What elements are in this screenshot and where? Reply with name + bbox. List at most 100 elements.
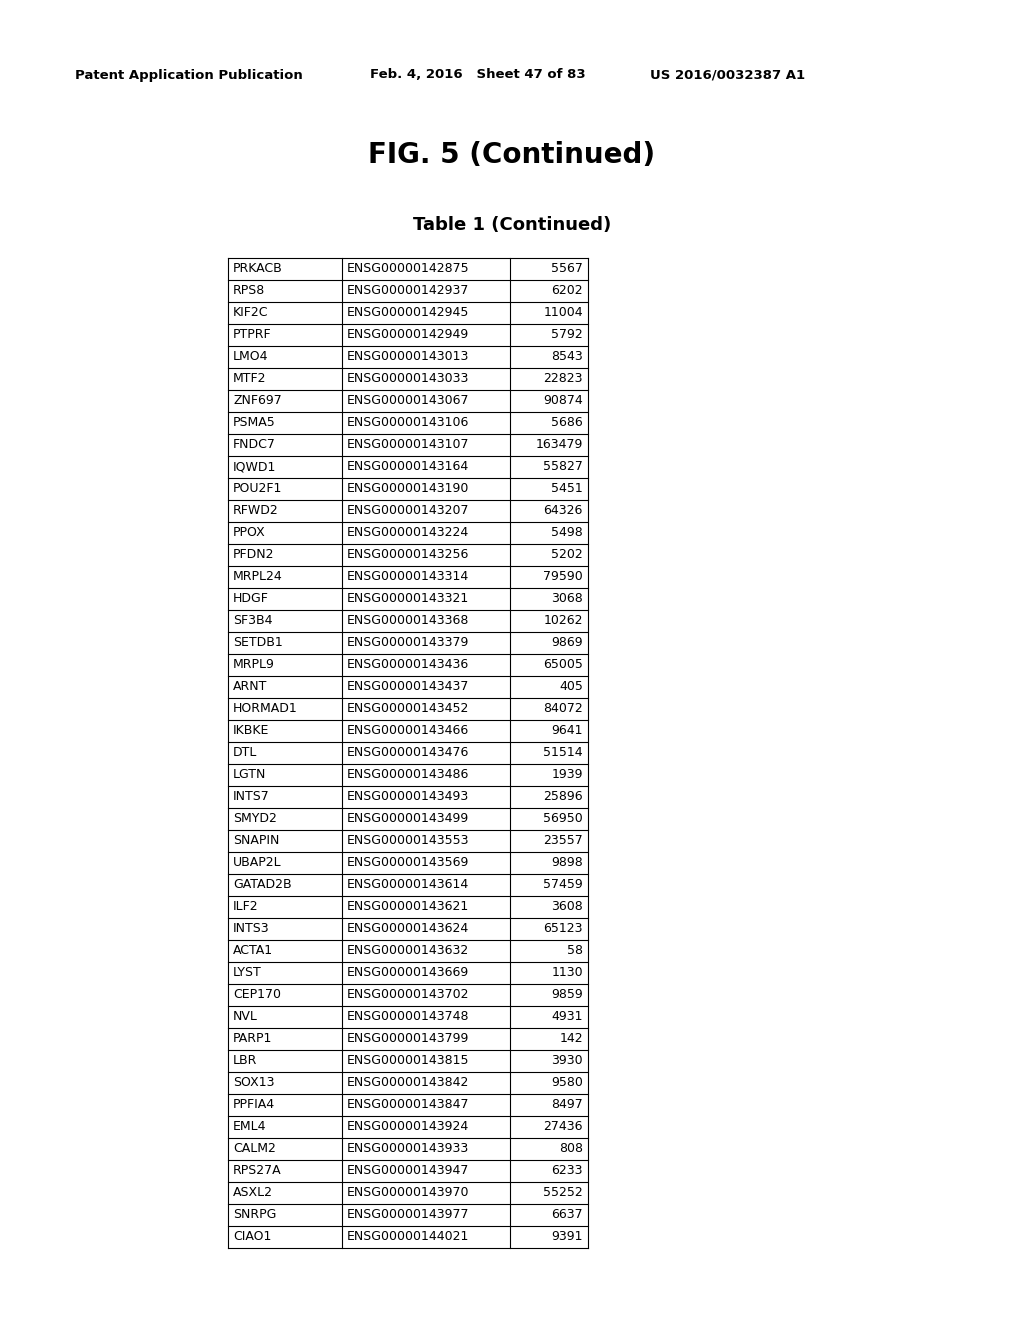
- Text: 5792: 5792: [551, 329, 583, 342]
- Text: ILF2: ILF2: [233, 900, 259, 913]
- Text: ARNT: ARNT: [233, 681, 267, 693]
- Text: ENSG00000143970: ENSG00000143970: [347, 1187, 469, 1200]
- Text: 5451: 5451: [551, 483, 583, 495]
- Text: MRPL24: MRPL24: [233, 570, 283, 583]
- Text: SNAPIN: SNAPIN: [233, 834, 280, 847]
- Text: 84072: 84072: [544, 702, 583, 715]
- Text: MTF2: MTF2: [233, 372, 266, 385]
- Text: 58: 58: [567, 945, 583, 957]
- Text: 23557: 23557: [544, 834, 583, 847]
- Text: 3930: 3930: [551, 1055, 583, 1068]
- Text: 6637: 6637: [551, 1209, 583, 1221]
- Text: 5498: 5498: [551, 527, 583, 540]
- Text: 65123: 65123: [544, 923, 583, 936]
- Text: ENSG00000143106: ENSG00000143106: [347, 417, 469, 429]
- Text: 51514: 51514: [544, 747, 583, 759]
- Text: PTPRF: PTPRF: [233, 329, 271, 342]
- Text: 1130: 1130: [551, 966, 583, 979]
- Text: 55252: 55252: [544, 1187, 583, 1200]
- Text: ENSG00000144021: ENSG00000144021: [347, 1230, 469, 1243]
- Text: 9859: 9859: [551, 989, 583, 1002]
- Text: ENSG00000143224: ENSG00000143224: [347, 527, 469, 540]
- Text: SF3B4: SF3B4: [233, 615, 272, 627]
- Text: ENSG00000143190: ENSG00000143190: [347, 483, 469, 495]
- Text: ACTA1: ACTA1: [233, 945, 273, 957]
- Text: HDGF: HDGF: [233, 593, 269, 606]
- Text: LYST: LYST: [233, 966, 262, 979]
- Text: 4931: 4931: [552, 1011, 583, 1023]
- Text: ENSG00000143437: ENSG00000143437: [347, 681, 469, 693]
- Text: ENSG00000143314: ENSG00000143314: [347, 570, 469, 583]
- Text: DTL: DTL: [233, 747, 257, 759]
- Text: 6202: 6202: [551, 285, 583, 297]
- Text: FIG. 5 (Continued): FIG. 5 (Continued): [369, 141, 655, 169]
- Text: ENSG00000143632: ENSG00000143632: [347, 945, 469, 957]
- Text: UBAP2L: UBAP2L: [233, 857, 282, 870]
- Text: ENSG00000143624: ENSG00000143624: [347, 923, 469, 936]
- Text: ENSG00000143499: ENSG00000143499: [347, 813, 469, 825]
- Text: 5202: 5202: [551, 549, 583, 561]
- Text: PSMA5: PSMA5: [233, 417, 275, 429]
- Text: RFWD2: RFWD2: [233, 504, 279, 517]
- Text: ENSG00000143748: ENSG00000143748: [347, 1011, 469, 1023]
- Text: CEP170: CEP170: [233, 989, 281, 1002]
- Text: ENSG00000142949: ENSG00000142949: [347, 329, 469, 342]
- Text: SNRPG: SNRPG: [233, 1209, 276, 1221]
- Text: ENSG00000143368: ENSG00000143368: [347, 615, 469, 627]
- Text: 5567: 5567: [551, 263, 583, 276]
- Text: ZNF697: ZNF697: [233, 395, 282, 408]
- Text: HORMAD1: HORMAD1: [233, 702, 298, 715]
- Text: ENSG00000143013: ENSG00000143013: [347, 351, 469, 363]
- Text: 79590: 79590: [544, 570, 583, 583]
- Text: IQWD1: IQWD1: [233, 461, 276, 474]
- Text: ENSG00000142875: ENSG00000142875: [347, 263, 470, 276]
- Text: ENSG00000143436: ENSG00000143436: [347, 659, 469, 672]
- Text: MRPL9: MRPL9: [233, 659, 274, 672]
- Text: PPOX: PPOX: [233, 527, 266, 540]
- Text: GATAD2B: GATAD2B: [233, 879, 292, 891]
- Text: ENSG00000143799: ENSG00000143799: [347, 1032, 469, 1045]
- Text: 90874: 90874: [544, 395, 583, 408]
- Text: CIAO1: CIAO1: [233, 1230, 271, 1243]
- Text: 5686: 5686: [551, 417, 583, 429]
- Text: IKBKE: IKBKE: [233, 725, 269, 738]
- Text: PARP1: PARP1: [233, 1032, 272, 1045]
- Text: ENSG00000143321: ENSG00000143321: [347, 593, 469, 606]
- Text: 10262: 10262: [544, 615, 583, 627]
- Text: ASXL2: ASXL2: [233, 1187, 273, 1200]
- Text: CALM2: CALM2: [233, 1143, 275, 1155]
- Text: LMO4: LMO4: [233, 351, 268, 363]
- Text: 9898: 9898: [551, 857, 583, 870]
- Text: LBR: LBR: [233, 1055, 257, 1068]
- Text: 9391: 9391: [552, 1230, 583, 1243]
- Text: 8497: 8497: [551, 1098, 583, 1111]
- Text: 27436: 27436: [544, 1121, 583, 1134]
- Text: EML4: EML4: [233, 1121, 266, 1134]
- Text: INTS3: INTS3: [233, 923, 269, 936]
- Text: FNDC7: FNDC7: [233, 438, 275, 451]
- Text: 163479: 163479: [536, 438, 583, 451]
- Text: 6233: 6233: [552, 1164, 583, 1177]
- Text: ENSG00000143164: ENSG00000143164: [347, 461, 469, 474]
- Text: ENSG00000143107: ENSG00000143107: [347, 438, 469, 451]
- Text: 64326: 64326: [544, 504, 583, 517]
- Text: ENSG00000143476: ENSG00000143476: [347, 747, 469, 759]
- Text: ENSG00000143452: ENSG00000143452: [347, 702, 469, 715]
- Text: NVL: NVL: [233, 1011, 258, 1023]
- Text: 57459: 57459: [544, 879, 583, 891]
- Text: 3068: 3068: [551, 593, 583, 606]
- Text: ENSG00000143493: ENSG00000143493: [347, 791, 469, 804]
- Text: 3608: 3608: [551, 900, 583, 913]
- Text: 22823: 22823: [544, 372, 583, 385]
- Text: ENSG00000143379: ENSG00000143379: [347, 636, 469, 649]
- Text: SMYD2: SMYD2: [233, 813, 276, 825]
- Text: ENSG00000143553: ENSG00000143553: [347, 834, 469, 847]
- Text: ENSG00000143924: ENSG00000143924: [347, 1121, 469, 1134]
- Text: ENSG00000143256: ENSG00000143256: [347, 549, 469, 561]
- Text: Patent Application Publication: Patent Application Publication: [75, 69, 303, 82]
- Text: 405: 405: [559, 681, 583, 693]
- Text: 25896: 25896: [544, 791, 583, 804]
- Text: LGTN: LGTN: [233, 768, 266, 781]
- Text: ENSG00000142937: ENSG00000142937: [347, 285, 469, 297]
- Text: ENSG00000142945: ENSG00000142945: [347, 306, 469, 319]
